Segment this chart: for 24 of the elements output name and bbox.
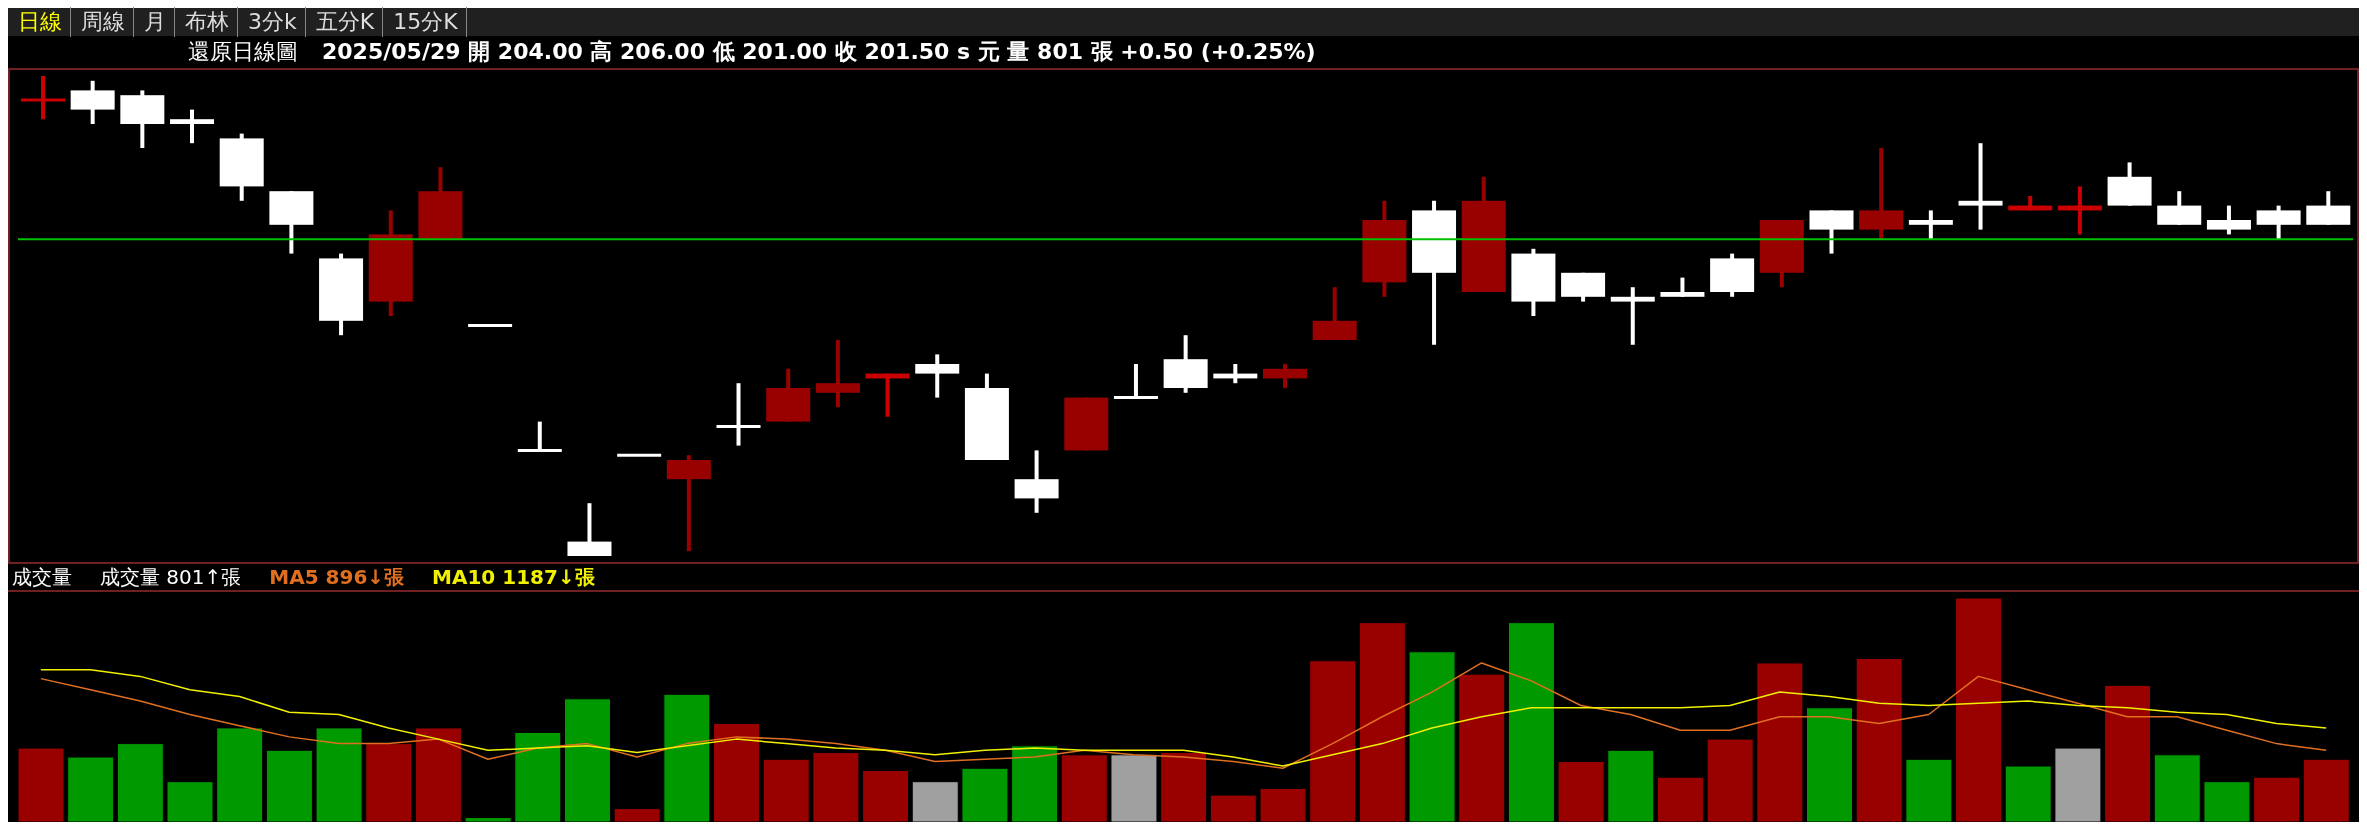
text: 3分k xyxy=(248,7,306,37)
text: 月 xyxy=(144,7,175,37)
candlestick xyxy=(915,354,960,398)
candlestick xyxy=(2206,205,2251,235)
candlestick xyxy=(516,421,562,452)
text: 五分K xyxy=(315,7,384,37)
candlestick xyxy=(1610,287,1655,345)
text: 日線 xyxy=(18,7,71,37)
text: 周線 xyxy=(81,7,134,37)
candlestick xyxy=(170,109,215,144)
chart-subtitle: 2025/05/29 開 204.00 高 206.00 低 201.00 收 201.50 s 元 量 801 張 +0.50 (+0.25%) xyxy=(322,38,1316,66)
candlestick xyxy=(1958,143,2003,230)
text: 布林 xyxy=(185,7,238,37)
candlestick xyxy=(716,383,761,446)
chart-title: 還原日線圖 xyxy=(188,38,298,66)
candlestick xyxy=(20,76,65,120)
candlestick xyxy=(1908,210,1953,240)
text: MA5 896↓張 xyxy=(269,563,405,591)
candlestick xyxy=(815,340,860,408)
text: 15分K xyxy=(393,7,467,37)
candlestick xyxy=(1112,364,1158,400)
chart-title: 成交量 xyxy=(12,563,72,591)
text: MA10 1187↓張 xyxy=(432,563,595,591)
text: 成交量 801↑張 xyxy=(100,563,242,591)
